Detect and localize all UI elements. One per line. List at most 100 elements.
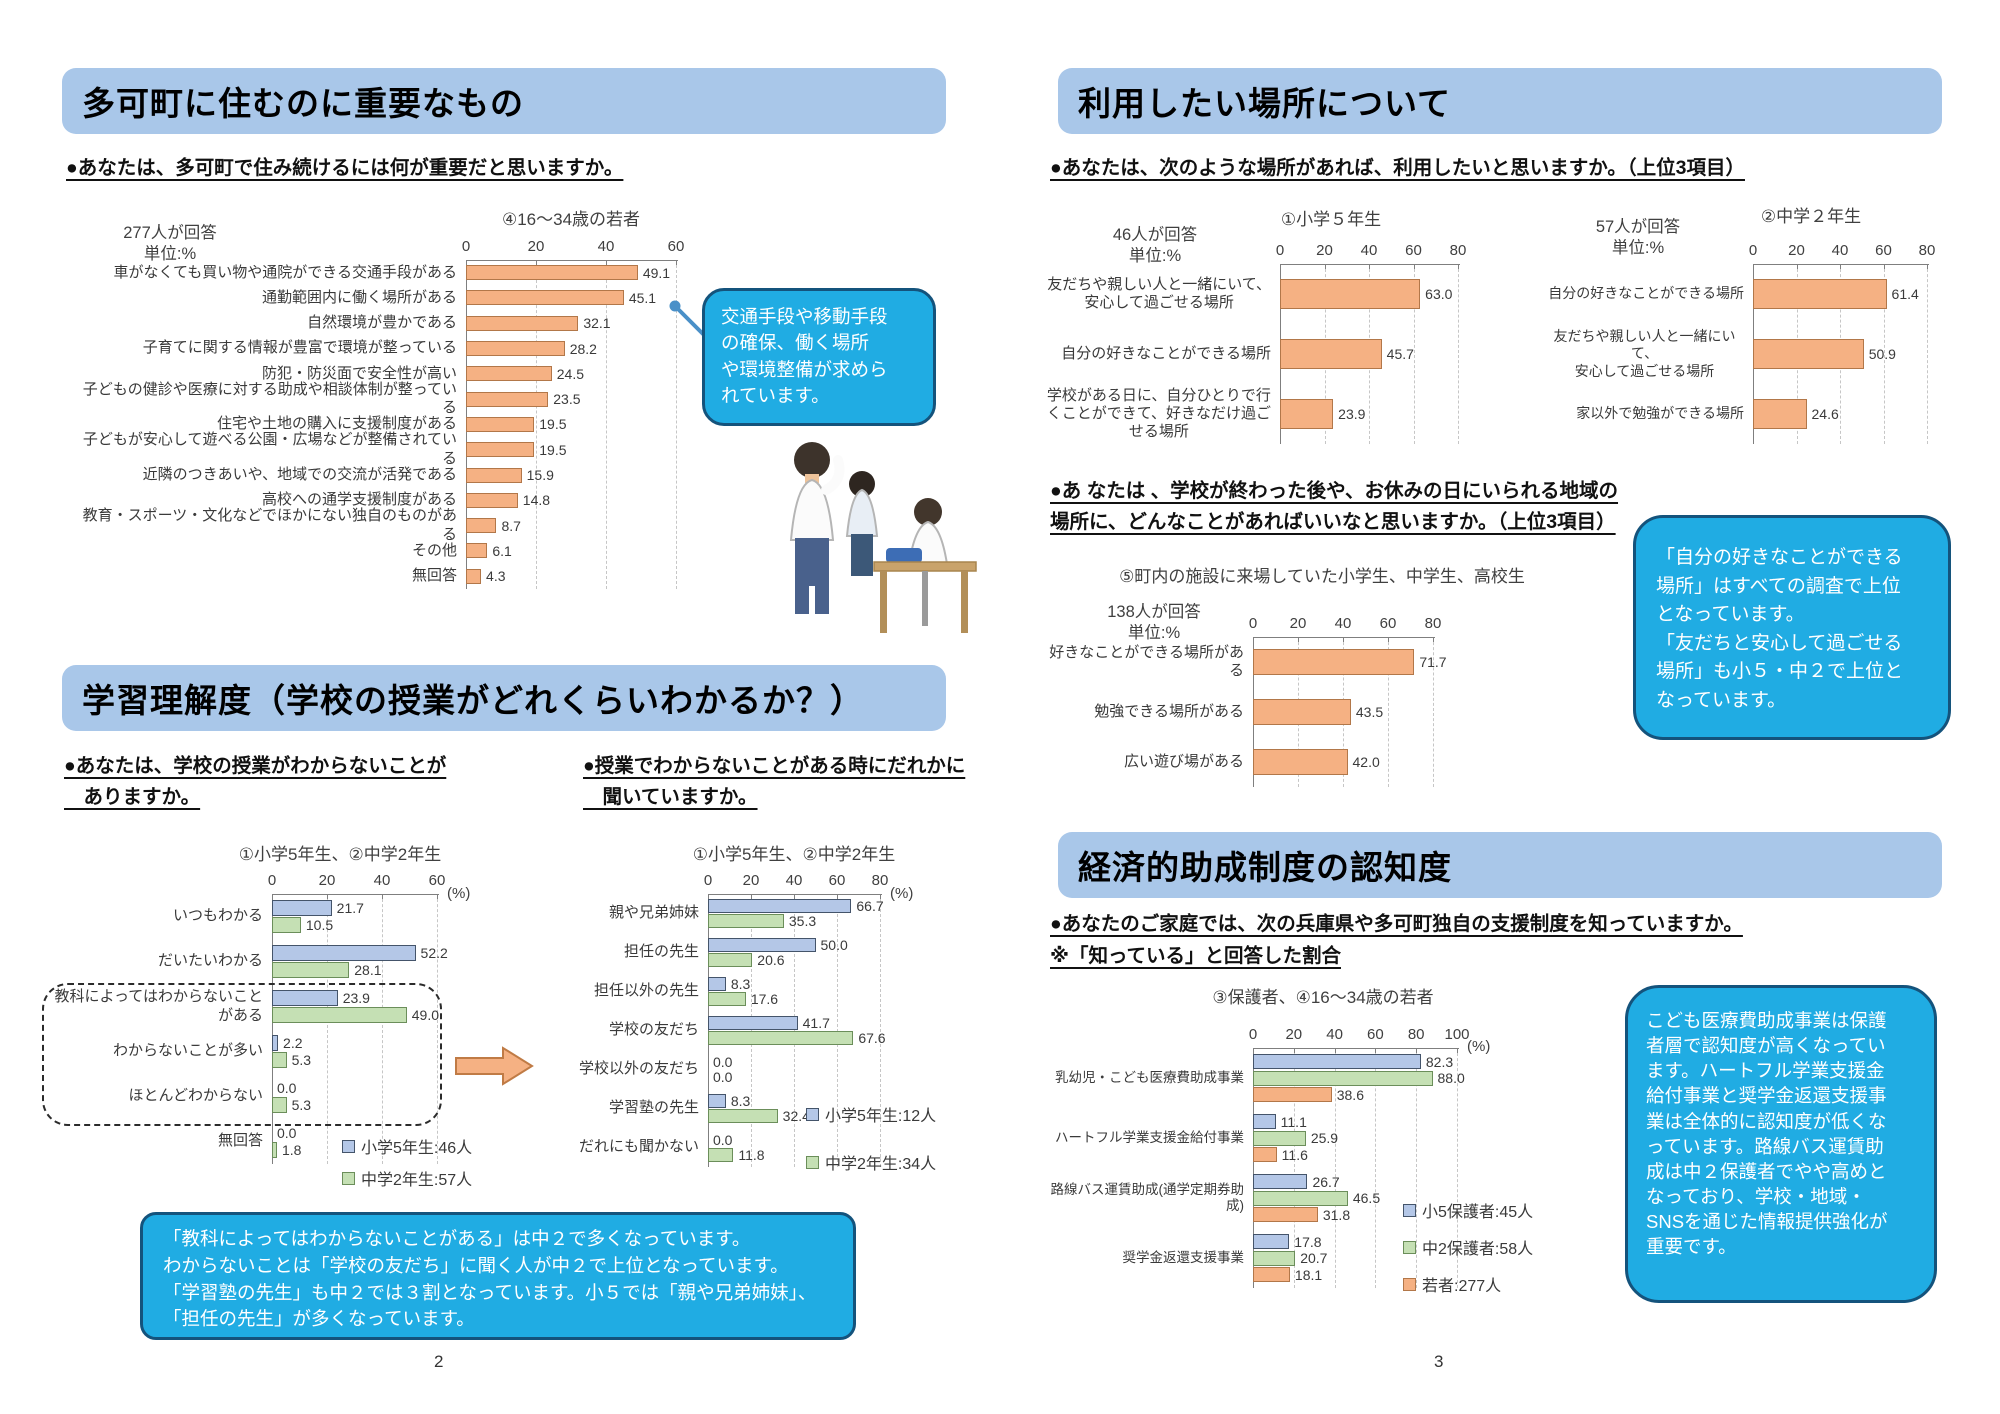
chart-row: だれにも聞かない 0.0 11.8	[579, 1128, 1015, 1167]
chart-val: 26.7	[1312, 1173, 1340, 1190]
chart-label: 自然環境が豊かである	[70, 311, 466, 336]
chart-grid	[1293, 1048, 1295, 1288]
chart-val: 11.1	[1280, 1113, 1307, 1130]
chart-bar	[1253, 1190, 1348, 1206]
chart-val: 61.4	[1891, 286, 1919, 302]
chart-label: ハートフル学業支援金給付事業	[1048, 1108, 1253, 1168]
chart-label: ほとんどわからない	[35, 1074, 272, 1119]
chart-val: 18.1	[1294, 1266, 1323, 1283]
section-header-places-label: 利用したい場所について	[1078, 85, 1452, 122]
chart-element: 奨学金返還支援事業	[1122, 1249, 1245, 1265]
chart-tick: 20	[1788, 242, 1805, 259]
chart-bar	[272, 945, 416, 961]
chart-element: 教育・スポーツ・文化などでほかにない独自のものがある	[82, 507, 457, 543]
chart-stub	[1927, 264, 1928, 269]
chart-label: 車がなくても買い物や通院ができる交通手段がある	[70, 260, 466, 285]
chart-label: 近隣のつきあいや、地域での交流が活発である	[70, 462, 466, 487]
chart-stub	[1253, 1048, 1254, 1053]
chart-legend: 小学5年生:46人 中学2年生:57人	[342, 1134, 472, 1190]
chart-row: その他 6.1	[412, 538, 811, 563]
chart-tick: 100	[1444, 1026, 1470, 1043]
chart-row: 自分の好きなことができる場所 61.4	[1548, 264, 2000, 324]
chart-bar	[1253, 699, 1351, 725]
chart-bar	[466, 442, 535, 458]
chart-barline: 0.0	[708, 1054, 733, 1070]
chart-tick: 0	[1275, 242, 1285, 259]
chart-vline	[272, 894, 273, 1164]
chart-tick: 20	[527, 238, 545, 255]
chart-element: 子どもが安心して遊べる公園・広場などが整備されている	[82, 431, 457, 467]
chart-barline: 32.1	[466, 315, 611, 331]
chart-element: 学習塾の先生	[608, 1099, 699, 1117]
chart-barline: 46.5	[1253, 1190, 1380, 1206]
chart-facility-visitors: ⑤町内の施設に来場していた小学生、中学生、高校生 138人が回答 単位:% 0 20 4…	[1045, 567, 1568, 787]
chart-element: 住宅や土地の購入に支援制度がある	[216, 415, 457, 433]
chart-label: 自分の好きなことができる場所	[1045, 324, 1280, 384]
chart-stub	[382, 894, 383, 899]
chart-bars: 50.0 20.6	[708, 937, 848, 968]
chart-stub	[1280, 264, 1281, 269]
chart-bar	[466, 518, 497, 534]
chart-bar	[708, 977, 726, 991]
chart-label: 通勤範囲内に働く場所がある	[70, 285, 466, 310]
chart-title: ②中学２年生	[1760, 207, 1862, 226]
chart-bar	[466, 315, 579, 331]
chart-topline	[1253, 637, 1435, 638]
chart-barline: 11.6	[1253, 1147, 1338, 1163]
chart-bars: 17.8 20.7 18.1	[1253, 1234, 1327, 1283]
chart-bars: 0.0 5.3	[272, 1080, 311, 1113]
chart-grid	[1334, 1048, 1336, 1288]
chart-grid	[606, 260, 607, 589]
chart-stub	[1293, 1048, 1295, 1053]
chart-barline: 71.7	[1253, 649, 1447, 675]
chart-tick: 0	[461, 238, 471, 255]
chart-stub	[1253, 637, 1254, 642]
chart-element: 中2保護者:58人	[1422, 1241, 1534, 1258]
chart-bar	[708, 1016, 798, 1030]
chart-label: わからないことが多い	[35, 1029, 272, 1074]
chart-val: 5.3	[291, 1052, 312, 1068]
chart-tick: 0	[1248, 615, 1258, 632]
chart-grid	[1457, 1048, 1458, 1288]
chart-resp: 57人が回答 単位:%	[1595, 218, 1681, 258]
chart-row: わからないことが多い 2.2 5.3	[113, 1029, 572, 1074]
chart-element: 高校への通学支援制度がある	[261, 491, 457, 509]
chart-bars: 2.2 5.3	[272, 1035, 311, 1068]
chart-barline: 10.5	[272, 917, 364, 933]
chart-bars: 14.8	[466, 492, 550, 508]
chart-element: 家以外で勉強ができる場所	[1576, 405, 1744, 422]
chart-bar	[466, 543, 488, 559]
chart-barline: 14.8	[466, 492, 550, 508]
chart-row: いつもわかる 21.7 10.5	[173, 894, 572, 939]
chart-resp: 277人が回答 単位:%	[123, 224, 217, 264]
chart-bars: 6.1	[466, 543, 512, 559]
chart-val: 0.0	[713, 1054, 733, 1070]
chart-understanding: ①小学5年生、②中学2年生 0 20 40 60 (%) いつもわかる 21.7 10.5 だいた…	[35, 845, 572, 1189]
chart-leg-swatch	[806, 1107, 819, 1121]
chart-barline: 20.6	[708, 952, 848, 968]
chart-barline: 5.3	[272, 1097, 311, 1113]
chart-element: 無回答	[217, 1132, 263, 1150]
chart-legend: 小学5年生:12人 中学2年生:34人	[806, 1102, 936, 1174]
chart-stub	[1796, 264, 1798, 269]
chart-plot: 好きなことができる場所がある 71.7 勉強できる場所がある 43.5 広い遊び場がある…	[1049, 637, 1568, 787]
chart-bar	[272, 990, 338, 1006]
chart-unit: (%)	[1467, 1038, 1491, 1055]
chart-topline	[708, 894, 882, 895]
question-subsidy-note: ※「知っている」と回答した割合	[1050, 945, 1341, 967]
chart-bar	[1253, 1130, 1306, 1146]
chart-element: だいたいわかる	[157, 952, 263, 970]
chart-label: いつもわかる	[35, 894, 272, 939]
chart-bars: 24.6	[1753, 399, 1839, 429]
chart-label: 高校への通学支援制度がある	[70, 488, 466, 513]
chart-stub	[1375, 1048, 1377, 1053]
chart-grid	[327, 894, 328, 1164]
chart-row: 防犯・防災面で安全性が高い 24.5	[262, 361, 811, 386]
chart-topline	[272, 894, 439, 895]
callout-connector-line	[669, 300, 707, 338]
chart-element: 教科によってはわからないこと がある	[54, 988, 263, 1024]
chart-bar	[1253, 1147, 1277, 1162]
chart-bars: 8.3 32.4	[708, 1093, 810, 1124]
arrow-right-icon	[455, 1046, 534, 1086]
chart-tick: 60	[1379, 615, 1397, 632]
